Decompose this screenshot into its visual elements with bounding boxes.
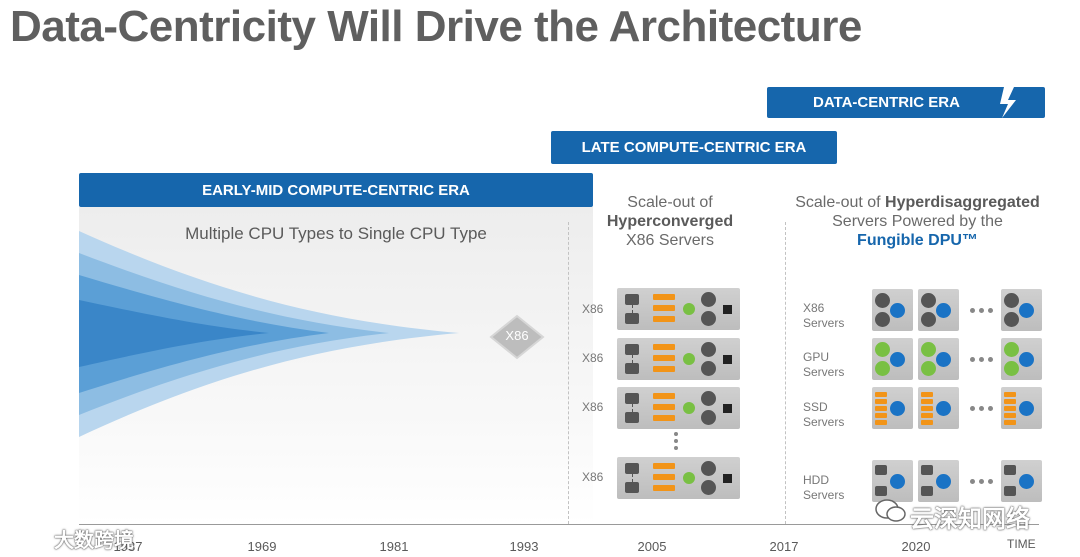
x86-server-node <box>872 289 913 331</box>
more-nodes-dots <box>970 406 993 411</box>
year-label: 1937 <box>113 539 143 554</box>
gpu-server-node <box>872 338 913 380</box>
time-axis-label: TIME <box>1007 537 1036 551</box>
hdd-server-node <box>1001 460 1042 502</box>
hyperconverged-server <box>617 288 740 330</box>
year-label: 2005 <box>637 539 667 554</box>
gpu-server-node <box>918 338 959 380</box>
more-nodes-dots <box>970 357 993 362</box>
watermark-logo-icon <box>10 526 51 546</box>
ssd-server-node <box>872 387 913 429</box>
ssd-servers-label: SSD Servers <box>803 400 845 429</box>
ssd-server-node <box>1001 387 1042 429</box>
hdd-server-node <box>872 460 913 502</box>
hdd-server-node <box>918 460 959 502</box>
x86-chip-icon <box>489 314 545 360</box>
late-compute-era-label: LATE COMPUTE-CENTRIC ERA <box>581 139 807 156</box>
more-nodes-dots <box>970 479 993 484</box>
data-centric-era-bar: DATA-CENTRIC ERA <box>767 87 1045 118</box>
more-nodes-dots <box>970 308 993 313</box>
late-compute-era-bar: LATE COMPUTE-CENTRIC ERA <box>551 131 837 164</box>
hyperconverged-server <box>617 387 740 429</box>
watermark-right: 云深知网络 <box>910 506 1030 533</box>
hyperconverged-heading: Scale-out of Hyperconverged X86 Servers <box>606 194 734 249</box>
year-label: 1993 <box>509 539 539 554</box>
hyperconverged-server <box>617 338 740 380</box>
separator-line <box>568 222 569 524</box>
early-mid-compute-era-bar: EARLY-MID COMPUTE-CENTRIC ERA <box>79 173 593 207</box>
hyperconverged-server <box>617 457 740 499</box>
year-label: 2017 <box>769 539 799 554</box>
early-era-caption: Multiple CPU Types to Single CPU Type <box>185 224 487 243</box>
gpu-server-node <box>1001 338 1042 380</box>
year-label: 1969 <box>247 539 277 554</box>
timeline-axis <box>79 524 1039 525</box>
lightning-bolt-icon <box>1000 87 1016 118</box>
separator-line <box>785 222 786 524</box>
data-centric-era-label: DATA-CENTRIC ERA <box>813 94 960 111</box>
gpu-servers-label: GPU Servers <box>803 350 845 379</box>
wechat-icon <box>875 499 906 522</box>
early-mid-compute-era-label: EARLY-MID COMPUTE-CENTRIC ERA <box>202 181 470 199</box>
year-label: 1981 <box>379 539 409 554</box>
hyperdisaggregated-heading: Scale-out of Hyperdisaggregated Servers … <box>795 194 1040 249</box>
x86-row-label: X86 <box>582 470 604 484</box>
year-label: 2020 <box>901 539 931 554</box>
x86-row-label: X86 <box>582 302 604 316</box>
ssd-server-node <box>918 387 959 429</box>
slide-title: Data-Centricity Will Drive the Architect… <box>10 2 862 51</box>
x86-row-label: X86 <box>582 400 604 414</box>
watermark-left: 大数跨境 <box>54 530 134 552</box>
x86-chip-label: X86 <box>505 328 529 343</box>
x86-row-label: X86 <box>582 351 604 365</box>
x86-servers-label: X86 Servers <box>803 301 845 330</box>
hdd-servers-label: HDD Servers <box>803 473 845 502</box>
x86-server-node <box>918 289 959 331</box>
x86-server-node <box>1001 289 1042 331</box>
cpu-convergence-funnel <box>79 231 459 437</box>
more-servers-dots <box>674 432 678 453</box>
